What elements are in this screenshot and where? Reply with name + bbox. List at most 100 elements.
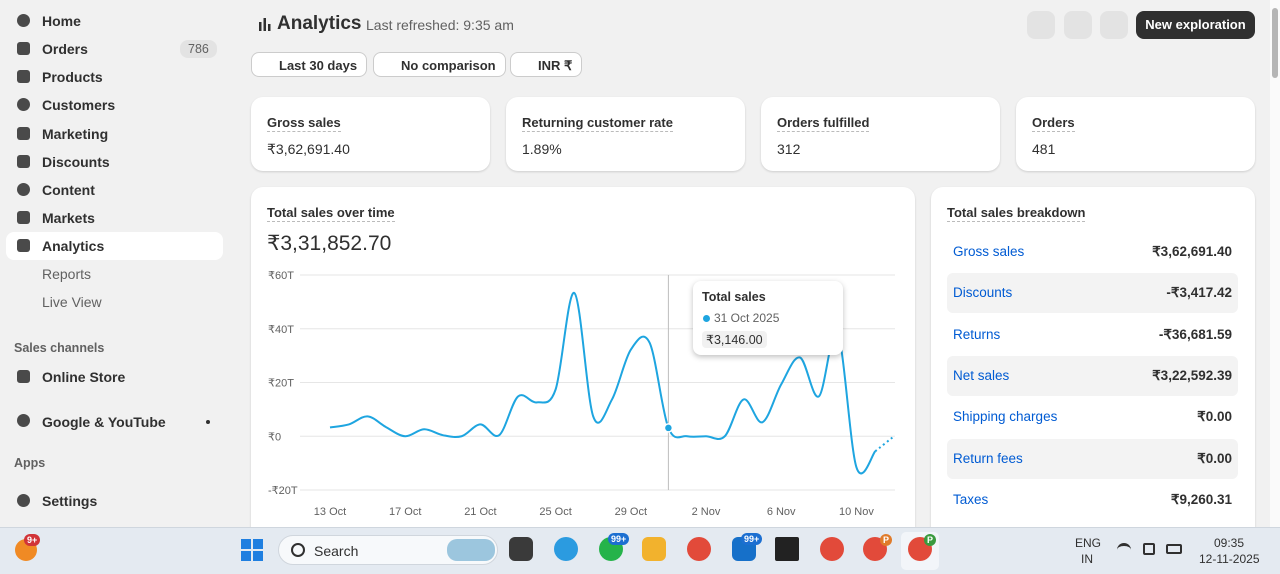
nav-item[interactable]: Orders bbox=[42, 41, 88, 57]
nav-item[interactable]: Discounts bbox=[42, 154, 110, 170]
nav-item[interactable]: Content bbox=[42, 182, 95, 198]
row-value: ₹3,62,691.40 bbox=[1152, 244, 1232, 259]
x-tick-label: 2 Nov bbox=[692, 506, 721, 518]
metric-value: 481 bbox=[1032, 141, 1056, 157]
row-value: -₹36,681.59 bbox=[1158, 326, 1232, 342]
badge: 786 bbox=[180, 40, 217, 58]
line-series bbox=[874, 435, 895, 453]
icon bbox=[17, 155, 30, 168]
battery[interactable] bbox=[1166, 544, 1182, 554]
clock-time[interactable]: 09:35 bbox=[1214, 536, 1245, 550]
region[interactable]: IN bbox=[1081, 552, 1093, 566]
icon-button[interactable] bbox=[1064, 11, 1092, 39]
primary-button[interactable]: New exploration bbox=[1136, 11, 1255, 39]
tooltip: Total sales 31 Oct 2025 ₹3,146.00 bbox=[693, 281, 843, 355]
row-value: ₹3,22,592.39 bbox=[1152, 367, 1232, 383]
metric-value: ₹3,62,691.40 bbox=[267, 141, 350, 157]
app-icon[interactable] bbox=[820, 537, 844, 561]
x-tick-label: 10 Nov bbox=[839, 506, 874, 518]
nav-item[interactable]: Products bbox=[42, 69, 103, 85]
app-icon[interactable] bbox=[554, 537, 578, 561]
breakdown-row[interactable]: Net sales ₹3,22,592.39 bbox=[947, 355, 1238, 396]
badge: 99+ bbox=[608, 533, 630, 545]
filter-button[interactable]: Last 30 days bbox=[251, 52, 368, 77]
breakdown-row[interactable]: Returns -₹36,681.59 bbox=[947, 315, 1238, 355]
y-tick-label: ₹40T bbox=[268, 324, 294, 336]
icon bbox=[17, 494, 30, 507]
nav-item[interactable]: Reports bbox=[42, 266, 92, 282]
search-text: Search bbox=[314, 543, 359, 559]
row-label: Return fees bbox=[953, 450, 1023, 466]
metric-label: Orders fulfilled bbox=[777, 115, 870, 132]
nav-item[interactable]: Customers bbox=[42, 97, 116, 113]
breakdown-row[interactable]: Shipping charges ₹0.00 bbox=[947, 397, 1238, 437]
nav-item[interactable]: Online Store bbox=[42, 369, 126, 385]
x-tick-label: 13 Oct bbox=[314, 506, 346, 518]
icon bbox=[17, 14, 30, 27]
row-label: Taxes bbox=[953, 491, 989, 507]
y-tick-label: ₹60T bbox=[268, 270, 294, 282]
metric-label: Orders bbox=[1032, 115, 1075, 132]
nav-item[interactable]: Analytics bbox=[42, 238, 105, 254]
icon bbox=[17, 370, 30, 383]
breakdown-row[interactable]: Discounts -₹3,417.42 bbox=[947, 273, 1238, 314]
icon bbox=[17, 42, 30, 55]
chart-title: Total sales over time bbox=[267, 205, 395, 222]
row-label: Net sales bbox=[953, 367, 1010, 383]
app-icon[interactable] bbox=[687, 537, 711, 561]
section-label[interactable]: Apps bbox=[14, 456, 46, 470]
icon bbox=[17, 127, 30, 140]
nav-item[interactable]: Settings bbox=[42, 493, 98, 509]
icon bbox=[259, 18, 271, 31]
volume[interactable] bbox=[1143, 543, 1155, 555]
app-icon[interactable] bbox=[642, 537, 666, 561]
clock-date[interactable]: 12-11-2025 bbox=[1199, 552, 1260, 566]
icon-button[interactable] bbox=[1100, 11, 1128, 39]
row-value: ₹9,260.31 bbox=[1170, 491, 1232, 507]
nav-item[interactable]: Home bbox=[42, 13, 81, 29]
nav-item[interactable]: Live View bbox=[42, 294, 102, 310]
breakdown-row[interactable]: Taxes ₹9,260.31 bbox=[947, 480, 1238, 520]
filter-button[interactable]: No comparison bbox=[373, 52, 506, 77]
breakdown-row[interactable]: Gross sales ₹3,62,691.40 bbox=[947, 232, 1238, 272]
metric-value: 1.89% bbox=[522, 141, 562, 157]
x-tick-label: 6 Nov bbox=[767, 506, 796, 518]
metric-card[interactable] bbox=[251, 97, 490, 171]
row-value: ₹0.00 bbox=[1197, 409, 1232, 425]
badge: P bbox=[880, 534, 893, 546]
badge: P bbox=[924, 534, 937, 546]
icon bbox=[17, 70, 30, 83]
breakdown-row[interactable]: Return fees ₹0.00 bbox=[947, 438, 1238, 479]
x-tick-label: 21 Oct bbox=[464, 506, 496, 518]
start[interactable] bbox=[240, 538, 264, 562]
icon bbox=[17, 183, 30, 196]
search-box[interactable]: Search bbox=[278, 535, 498, 565]
wifi[interactable] bbox=[1117, 543, 1131, 556]
app-icon[interactable] bbox=[509, 537, 533, 561]
icon bbox=[17, 211, 30, 224]
icon bbox=[17, 414, 30, 427]
icon-button[interactable] bbox=[1027, 11, 1055, 39]
filter-button[interactable]: INR ₹ bbox=[510, 52, 583, 77]
search-icon bbox=[291, 543, 305, 557]
metric-value: 312 bbox=[777, 141, 801, 157]
nav-item[interactable]: Markets bbox=[42, 210, 95, 226]
row-label: Discounts bbox=[953, 285, 1013, 301]
metric-label: Gross sales bbox=[267, 115, 341, 132]
metric-card[interactable] bbox=[761, 97, 1000, 171]
metric-card[interactable] bbox=[1016, 97, 1255, 171]
x-tick-label: 29 Oct bbox=[615, 506, 647, 518]
lang[interactable]: ENG bbox=[1075, 536, 1102, 550]
nav-item[interactable]: Google & YouTube bbox=[42, 414, 166, 430]
scrollbar bbox=[1270, 0, 1280, 527]
metric-card[interactable] bbox=[506, 97, 745, 171]
y-tick-label: ₹20T bbox=[268, 378, 294, 390]
app-icon[interactable] bbox=[775, 537, 799, 561]
y-tick-label: -₹20T bbox=[268, 485, 298, 497]
taskbar bbox=[0, 527, 1280, 574]
nav-item[interactable]: Marketing bbox=[42, 126, 109, 142]
tooltip-title: Total sales bbox=[702, 290, 766, 304]
icon bbox=[17, 239, 30, 252]
x-tick-label: 25 Oct bbox=[539, 506, 571, 518]
